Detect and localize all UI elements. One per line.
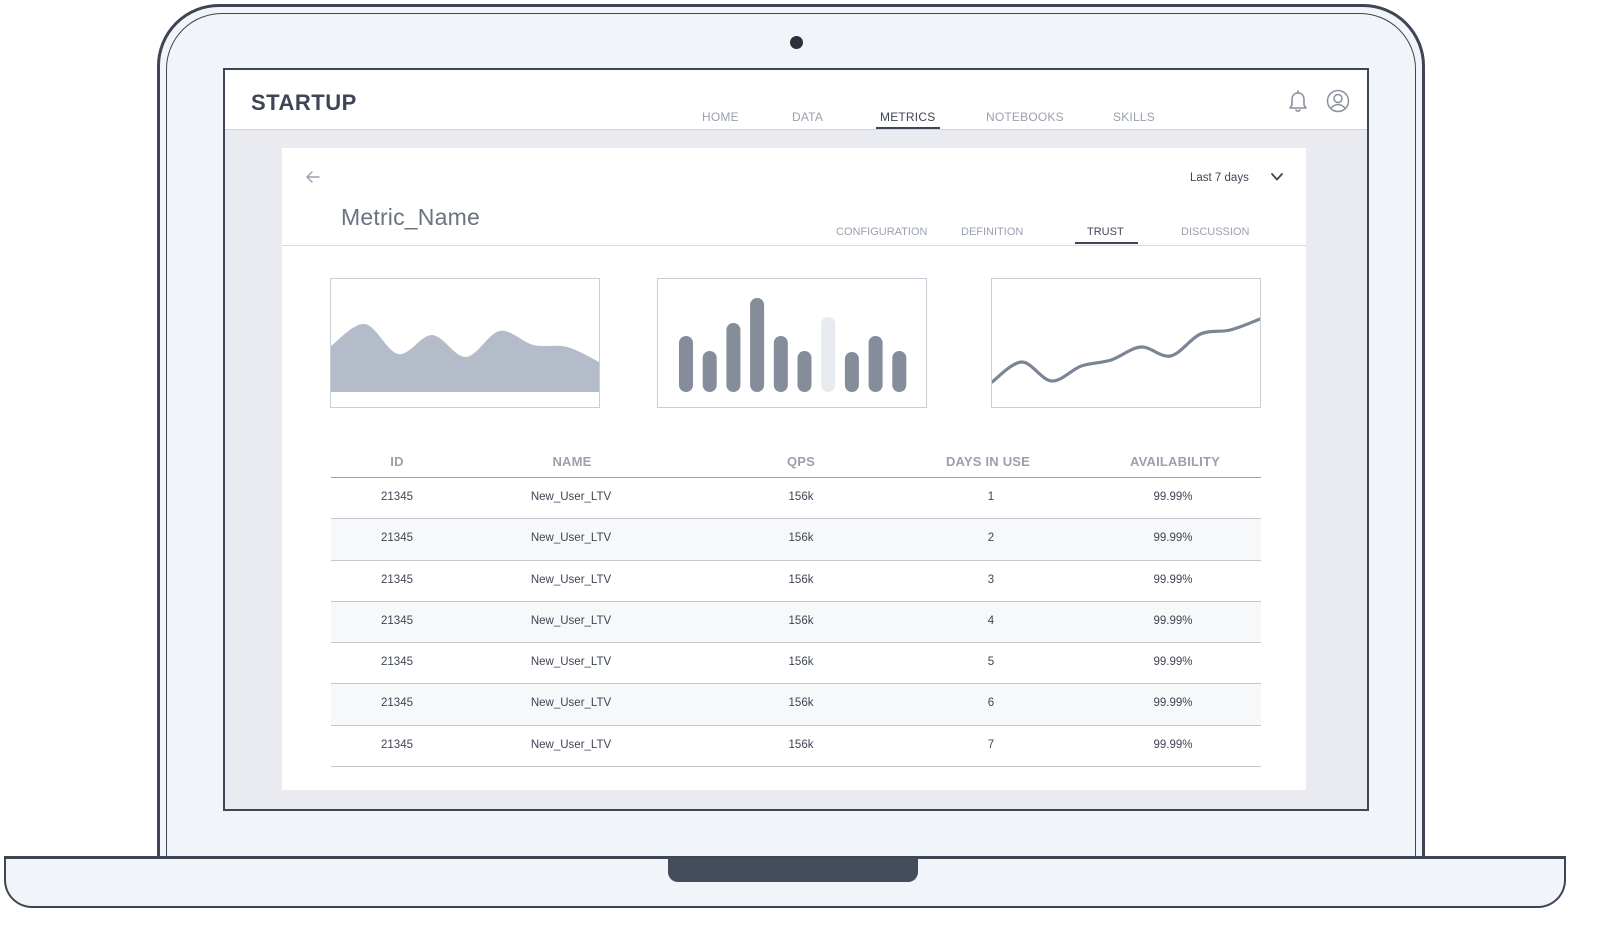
table-row[interactable]: 21345 New_User_LTV 156k 4 99.99% xyxy=(331,601,1261,644)
tab-divider xyxy=(282,245,1306,246)
table-cell: New_User_LTV xyxy=(530,532,612,545)
table-cell: 156k xyxy=(788,573,814,586)
tab-configuration[interactable]: CONFIGURATION xyxy=(836,226,928,238)
nav-notebooks[interactable]: NOTEBOOKS xyxy=(986,110,1064,124)
table-cell: 21345 xyxy=(381,738,413,751)
column-header[interactable]: NAME xyxy=(552,454,592,469)
table-row[interactable]: 21345 New_User_LTV 156k 7 99.99% xyxy=(331,726,1261,768)
table-row[interactable]: 21345 New_User_LTV 156k 3 99.99% xyxy=(331,561,1261,602)
table-row[interactable]: 21345 New_User_LTV 156k 6 99.99% xyxy=(331,684,1261,726)
bar-10 xyxy=(892,351,907,392)
table-cell: New_User_LTV xyxy=(530,573,612,586)
bar-2 xyxy=(702,351,717,392)
table-cell: 156k xyxy=(788,697,814,710)
chevron-down-icon[interactable] xyxy=(1269,170,1285,184)
table-cell: 21345 xyxy=(381,697,413,710)
table-cell: New_User_LTV xyxy=(530,614,612,627)
column-header[interactable]: DAYS IN USE xyxy=(945,454,1031,469)
table-cell: 156k xyxy=(788,614,814,627)
line-chart xyxy=(991,278,1261,408)
table-cell: 6 xyxy=(987,697,995,710)
arrow-left-icon[interactable] xyxy=(304,168,322,186)
table-cell: 5 xyxy=(987,656,995,669)
bar-3 xyxy=(726,323,741,392)
table-cell: 156k xyxy=(788,656,814,669)
table-cell: New_User_LTV xyxy=(530,738,612,751)
table-cell: 99.99% xyxy=(1153,738,1193,751)
table-cell: 7 xyxy=(987,738,995,751)
nav-home[interactable]: HOME xyxy=(702,110,739,124)
bar-5 xyxy=(773,336,788,392)
area-series xyxy=(331,323,599,392)
metric-tabs: CONFIGURATION DEFINITION TRUST DISCUSSIO… xyxy=(282,226,1306,248)
table-cell: 21345 xyxy=(381,656,413,669)
page-title: Metric_Name xyxy=(341,204,480,230)
bar-1 xyxy=(679,336,693,392)
tab-definition[interactable]: DEFINITION xyxy=(961,226,1024,238)
column-header[interactable]: AVAILABILITY xyxy=(1129,454,1221,469)
table-cell: 3 xyxy=(987,573,995,586)
table-cell: 99.99% xyxy=(1153,614,1193,627)
bar-9 xyxy=(868,336,883,392)
table-cell: 156k xyxy=(788,738,814,751)
bar-8 xyxy=(844,352,859,392)
table-cell: 99.99% xyxy=(1153,697,1193,710)
table-cell: New_User_LTV xyxy=(530,697,612,710)
table-cell: 156k xyxy=(788,532,814,545)
table-cell: New_User_LTV xyxy=(530,491,612,503)
table-body: 21345 New_User_LTV 156k 1 99.99% 21345 New_Use… xyxy=(331,478,1261,768)
main-nav: HOME DATA METRICS NOTEBOOKS SKILLS xyxy=(225,110,1367,130)
laptop-notch xyxy=(668,858,918,882)
tab-discussion[interactable]: DISCUSSION xyxy=(1181,226,1250,238)
area-chart-svg xyxy=(331,323,599,392)
camera-dot xyxy=(790,36,803,49)
table-cell: 21345 xyxy=(381,491,413,503)
line-series xyxy=(992,317,1260,384)
bell-icon[interactable] xyxy=(1287,90,1309,114)
nav-skills[interactable]: SKILLS xyxy=(1113,110,1155,124)
table-cell: 1 xyxy=(987,491,995,503)
table-cell: 21345 xyxy=(381,532,413,545)
metric-card: Last 7 days Metric_Name CONFIGURATION DE… xyxy=(282,148,1306,790)
line-chart-svg xyxy=(992,317,1260,384)
table-cell: 99.99% xyxy=(1153,656,1193,669)
bar-chart-svg xyxy=(658,298,926,407)
table-row[interactable]: 21345 New_User_LTV 156k 5 99.99% xyxy=(331,643,1261,685)
column-header[interactable]: QPS xyxy=(786,454,816,469)
table-cell: 156k xyxy=(788,491,814,503)
table-row[interactable]: 21345 New_User_LTV 156k 2 99.99% xyxy=(331,519,1261,561)
table-cell: 4 xyxy=(987,614,995,627)
bar-baseline-mask xyxy=(658,392,926,407)
metrics-table: ID NAME QPS DAYS IN USE AVAILABILITY 21345 Ne… xyxy=(331,448,1261,768)
table-cell: 99.99% xyxy=(1153,532,1193,545)
top-bar: STARTUP HOME DATA METRICS NOTEBOOKS SKIL… xyxy=(225,70,1367,130)
bar-6 xyxy=(797,351,812,392)
nav-metrics[interactable]: METRICS xyxy=(875,110,941,129)
table-cell: 2 xyxy=(987,532,995,545)
bar-7 xyxy=(821,317,836,392)
logo: STARTUP xyxy=(251,90,357,115)
table-header: ID NAME QPS DAYS IN USE AVAILABILITY xyxy=(331,448,1261,478)
table-cell: 99.99% xyxy=(1153,491,1193,503)
table-cell: New_User_LTV xyxy=(530,656,612,669)
bar-4 xyxy=(750,298,765,392)
table-cell: 99.99% xyxy=(1153,573,1193,586)
date-range-label[interactable]: Last 7 days xyxy=(1190,172,1249,184)
column-header[interactable]: ID xyxy=(390,454,404,469)
nav-data[interactable]: DATA xyxy=(792,110,824,124)
table-cell: 21345 xyxy=(381,614,413,627)
table-cell: 21345 xyxy=(381,573,413,586)
table-row[interactable]: 21345 New_User_LTV 156k 1 99.99% xyxy=(331,478,1261,520)
user-circle-icon[interactable] xyxy=(1326,89,1350,113)
app-screen: STARTUP HOME DATA METRICS NOTEBOOKS SKIL… xyxy=(223,68,1369,811)
tab-trust[interactable]: TRUST xyxy=(1075,226,1138,244)
area-chart xyxy=(330,278,600,408)
bar-chart xyxy=(657,278,927,408)
